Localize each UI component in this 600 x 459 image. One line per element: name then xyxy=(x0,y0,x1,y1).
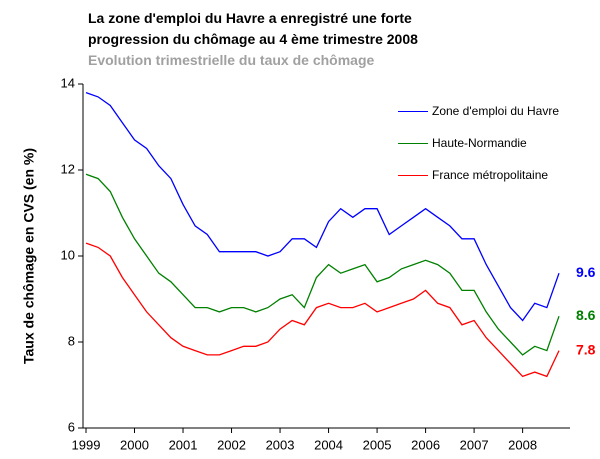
x-tick-label: 2007 xyxy=(460,437,489,452)
y-tick-label: 12 xyxy=(61,161,75,176)
legend-label: France métropolitaine xyxy=(432,168,549,182)
legend-swatch xyxy=(398,175,428,176)
chart-title: La zone d'emploi du Havre a enregistré u… xyxy=(88,10,418,47)
chart-subtitle: Evolution trimestrielle du taux de chôma… xyxy=(88,52,375,68)
legend-swatch xyxy=(398,111,428,112)
x-tick-label: 2004 xyxy=(314,437,343,452)
y-tick-label: 6 xyxy=(68,419,75,434)
y-tick-label: 14 xyxy=(61,75,75,90)
series-line xyxy=(85,242,560,378)
x-tick-label: 2003 xyxy=(266,437,295,452)
legend-item: Zone d'emploi du Havre xyxy=(398,102,562,120)
x-tick-label: 2008 xyxy=(508,437,537,452)
end-label: 9.6 xyxy=(576,264,596,280)
x-tick-label: 2006 xyxy=(411,437,440,452)
legend: Zone d'emploi du Havre Haute-Normandie Fra… xyxy=(398,102,562,198)
end-label: 7.8 xyxy=(576,341,596,357)
series-line xyxy=(85,91,560,322)
y-tick-label: 10 xyxy=(61,247,75,262)
end-label: 8.6 xyxy=(576,307,596,323)
legend-item: France métropolitaine xyxy=(398,166,562,184)
y-axis-label: Taux de chômage en CVS (en %) xyxy=(21,148,37,364)
x-tick-label: 2005 xyxy=(363,437,392,452)
legend-label: Haute-Normandie xyxy=(432,136,527,150)
legend-swatch xyxy=(398,143,428,144)
x-tick-label: 2002 xyxy=(217,437,246,452)
legend-item: Haute-Normandie xyxy=(398,134,562,152)
x-tick-label: 2000 xyxy=(120,437,149,452)
legend-label: Zone d'emploi du Havre xyxy=(432,104,560,118)
series-line xyxy=(85,173,560,356)
x-tick-label: 1999 xyxy=(72,437,101,452)
x-tick-label: 2001 xyxy=(169,437,198,452)
y-tick-label: 8 xyxy=(68,333,75,348)
